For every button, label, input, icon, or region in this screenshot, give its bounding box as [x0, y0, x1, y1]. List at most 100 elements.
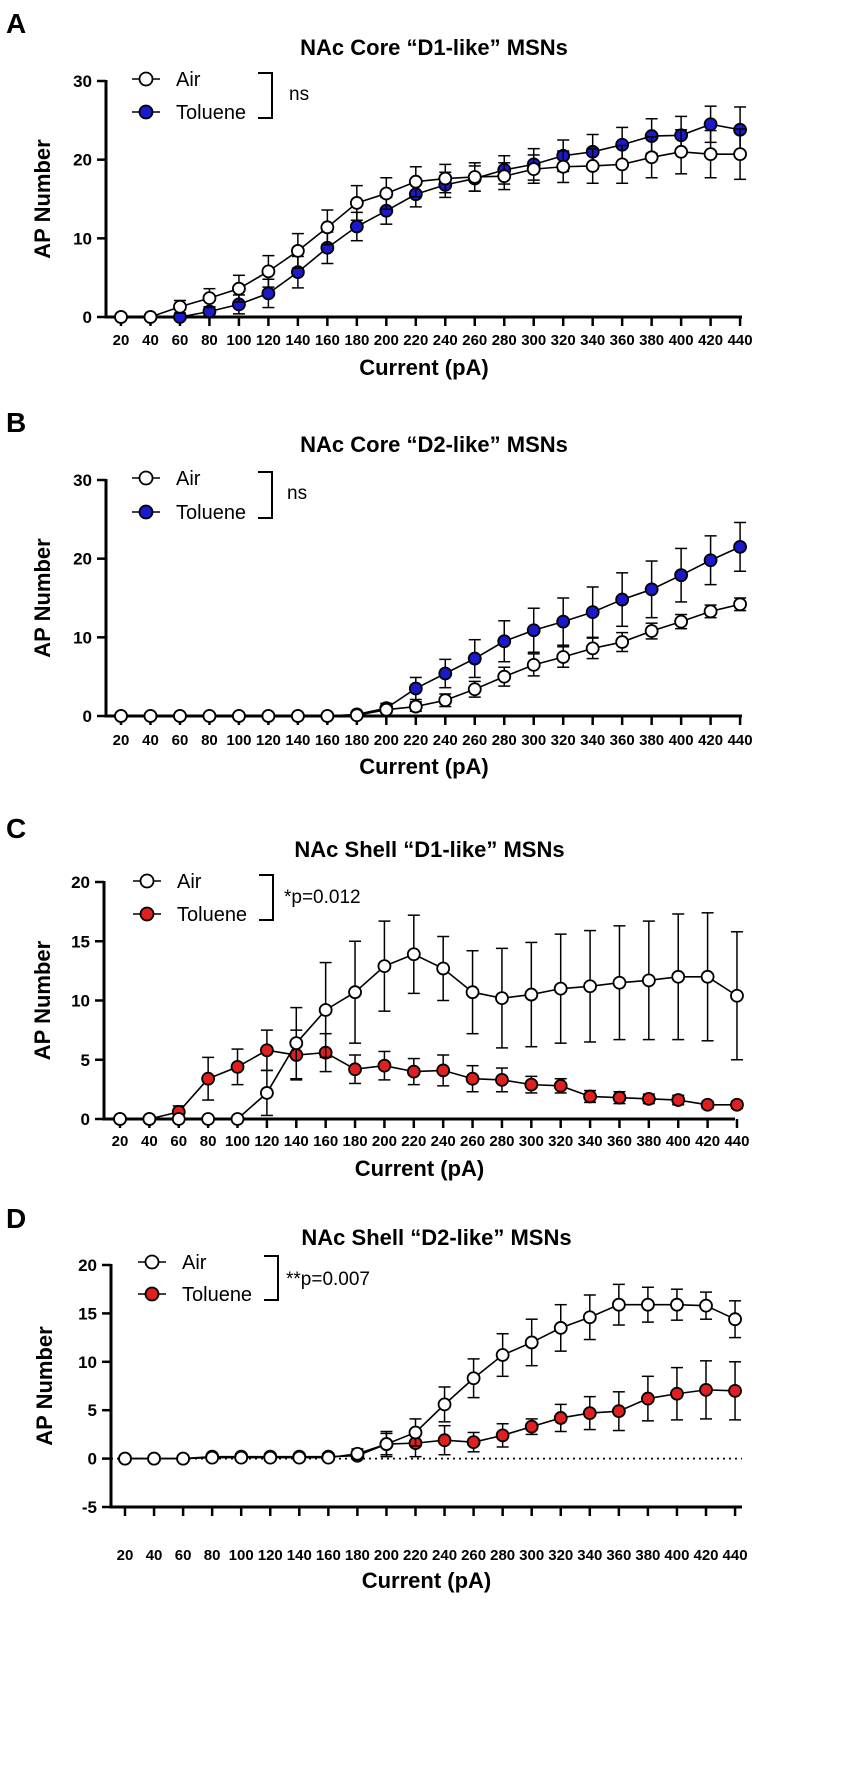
y-tick-label: 20: [73, 550, 92, 569]
data-point: [466, 1435, 481, 1450]
legend-label: Air: [177, 871, 202, 893]
x-tick-label: 360: [610, 732, 635, 749]
x-tick-label: 60: [172, 732, 189, 749]
data-point: [143, 709, 158, 723]
chart-panel-a: A NAc Core “D1-like” MSNs 0 10 20 30 20 40 60 80 1…: [6, 8, 753, 380]
data-point: [261, 264, 276, 279]
significance-bracket: [264, 1255, 279, 1301]
x-tick-label: 300: [519, 1547, 544, 1564]
x-tick-label: 180: [344, 332, 369, 349]
data-point: [703, 117, 718, 132]
data-point: [408, 174, 423, 189]
x-tick-label: 120: [256, 732, 281, 749]
legend-marker: [138, 470, 154, 486]
data-point: [438, 666, 453, 681]
data-point: [612, 1090, 627, 1105]
x-tick-label: 400: [666, 1133, 691, 1150]
data-point: [232, 281, 246, 296]
data-point: [703, 553, 718, 568]
data-point: [495, 1348, 510, 1362]
x-tick-label: 100: [226, 732, 251, 749]
data-point: [437, 1397, 452, 1412]
data-point: [230, 1112, 245, 1126]
x-tick-label: 420: [695, 1133, 720, 1150]
data-point: [349, 196, 364, 210]
data-point: [290, 709, 305, 723]
data-point: [733, 539, 747, 554]
significance-bracket: [258, 471, 273, 519]
data-point: [526, 657, 541, 672]
x-tick-label: 220: [403, 332, 428, 349]
y-tick-label: 20: [71, 873, 90, 892]
x-tick-label: 240: [431, 1133, 456, 1150]
data-point: [495, 1428, 510, 1443]
x-tick-label: 340: [580, 732, 605, 749]
chart-title: NAc Shell “D2-like” MSNs: [301, 1225, 571, 1250]
data-point: [497, 669, 512, 684]
x-tick-label: 40: [141, 1133, 158, 1150]
x-tick-label: 200: [372, 1133, 397, 1150]
data-point: [644, 150, 659, 165]
y-tick-label: 0: [83, 308, 92, 327]
data-point: [700, 969, 715, 984]
data-point: [230, 1059, 245, 1074]
data-point: [644, 624, 659, 638]
data-point: [465, 1071, 480, 1086]
data-point: [699, 1382, 713, 1397]
data-point: [670, 1386, 684, 1401]
x-tick-label: 400: [669, 732, 694, 749]
data-point: [703, 147, 718, 162]
data-point: [379, 1437, 394, 1451]
x-axis-title: Current (pA): [359, 355, 489, 380]
y-axis-title: AP Number: [30, 940, 55, 1060]
significance-label: ns: [287, 483, 307, 504]
x-tick-label: 400: [669, 332, 694, 349]
significance-label: **p=0.007: [286, 1269, 370, 1290]
data-point: [670, 1297, 684, 1312]
data-point: [205, 1450, 220, 1465]
data-point: [611, 1297, 626, 1312]
data-point: [377, 959, 392, 974]
y-tick-label: 5: [88, 1401, 97, 1420]
x-tick-label: 300: [521, 332, 546, 349]
data-point: [350, 1446, 365, 1461]
data-point: [292, 1450, 307, 1465]
x-tick-label: 140: [285, 732, 310, 749]
x-tick-label: 420: [698, 732, 723, 749]
x-tick-label: 160: [313, 1133, 338, 1150]
series-air: [114, 128, 747, 324]
x-tick-label: 340: [577, 1547, 602, 1564]
series-toluene: [118, 1360, 742, 1466]
x-tick-label: 40: [142, 332, 159, 349]
data-point: [497, 169, 512, 184]
x-tick-label: 380: [635, 1547, 660, 1564]
data-point: [438, 693, 453, 708]
y-tick-label: 5: [81, 1051, 90, 1070]
data-point: [232, 709, 246, 723]
data-point: [290, 244, 305, 258]
data-point: [644, 582, 659, 597]
data-point: [556, 650, 571, 664]
x-tick-label: 440: [728, 732, 753, 749]
x-tick-label: 100: [226, 332, 251, 349]
data-point: [699, 1298, 713, 1313]
x-tick-label: 300: [519, 1133, 544, 1150]
legend-label: Toluene: [176, 102, 246, 124]
series-toluene: [113, 1029, 744, 1126]
x-tick-label: 200: [374, 332, 399, 349]
data-point: [553, 1411, 568, 1425]
data-point: [585, 605, 600, 620]
y-tick-label: 0: [83, 707, 92, 726]
x-tick-label: 360: [607, 1133, 632, 1150]
x-tick-label: 440: [723, 1547, 748, 1564]
data-point: [467, 682, 482, 697]
panel-letter: D: [6, 1203, 26, 1234]
x-tick-label: 240: [433, 732, 458, 749]
x-tick-label: 200: [374, 732, 399, 749]
chart-panel-d: D NAc Shell “D2-like” MSNs -5 0 5 10 15 20 20 40 6…: [6, 1203, 748, 1593]
data-point: [349, 708, 364, 723]
data-point: [615, 635, 630, 649]
data-point: [202, 709, 217, 723]
x-tick-label: 420: [693, 1547, 718, 1564]
data-point: [524, 1077, 539, 1092]
